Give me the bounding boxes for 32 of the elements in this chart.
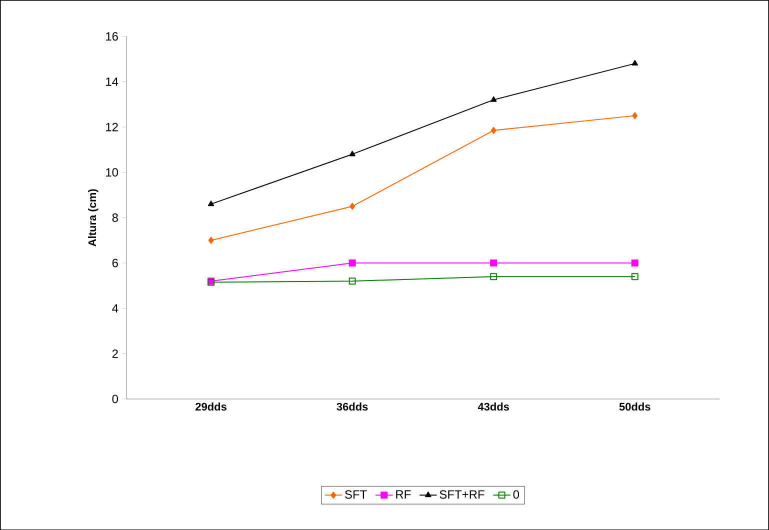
y-tick-label: 8 <box>112 213 118 222</box>
point <box>490 96 497 102</box>
legend-label: 0 <box>513 490 520 499</box>
point <box>631 259 638 266</box>
point <box>348 259 356 266</box>
y-tick-label: 14 <box>106 77 118 86</box>
legend-label: RF <box>396 490 411 498</box>
point <box>348 278 356 285</box>
point <box>632 112 638 120</box>
y-tick-label: 16 <box>106 32 118 40</box>
point <box>490 272 498 280</box>
x-tick-label: 29dds <box>196 402 226 410</box>
y-tick-label: 12 <box>106 122 118 132</box>
point <box>208 236 214 244</box>
x-tick-label: 36dds <box>336 402 368 410</box>
y-tick-label: 10 <box>106 168 118 176</box>
point <box>349 150 356 156</box>
point <box>490 259 498 266</box>
y-axis-title: Altura (cm) <box>88 189 98 246</box>
y-tick-label: 4 <box>112 304 118 312</box>
y-tick-label: 2 <box>112 349 118 358</box>
point <box>632 60 638 66</box>
y-tick-label: 6 <box>112 258 118 268</box>
legend-label: SFT+RF <box>440 490 484 499</box>
legend-label: SFT <box>345 490 367 499</box>
point <box>208 200 214 206</box>
point <box>490 126 496 134</box>
x-tick-label: 50dds <box>619 402 650 410</box>
y-tick-label: 0 <box>112 394 118 404</box>
x-tick-label: 43dds <box>478 402 510 410</box>
point <box>350 202 356 210</box>
point <box>631 272 638 280</box>
